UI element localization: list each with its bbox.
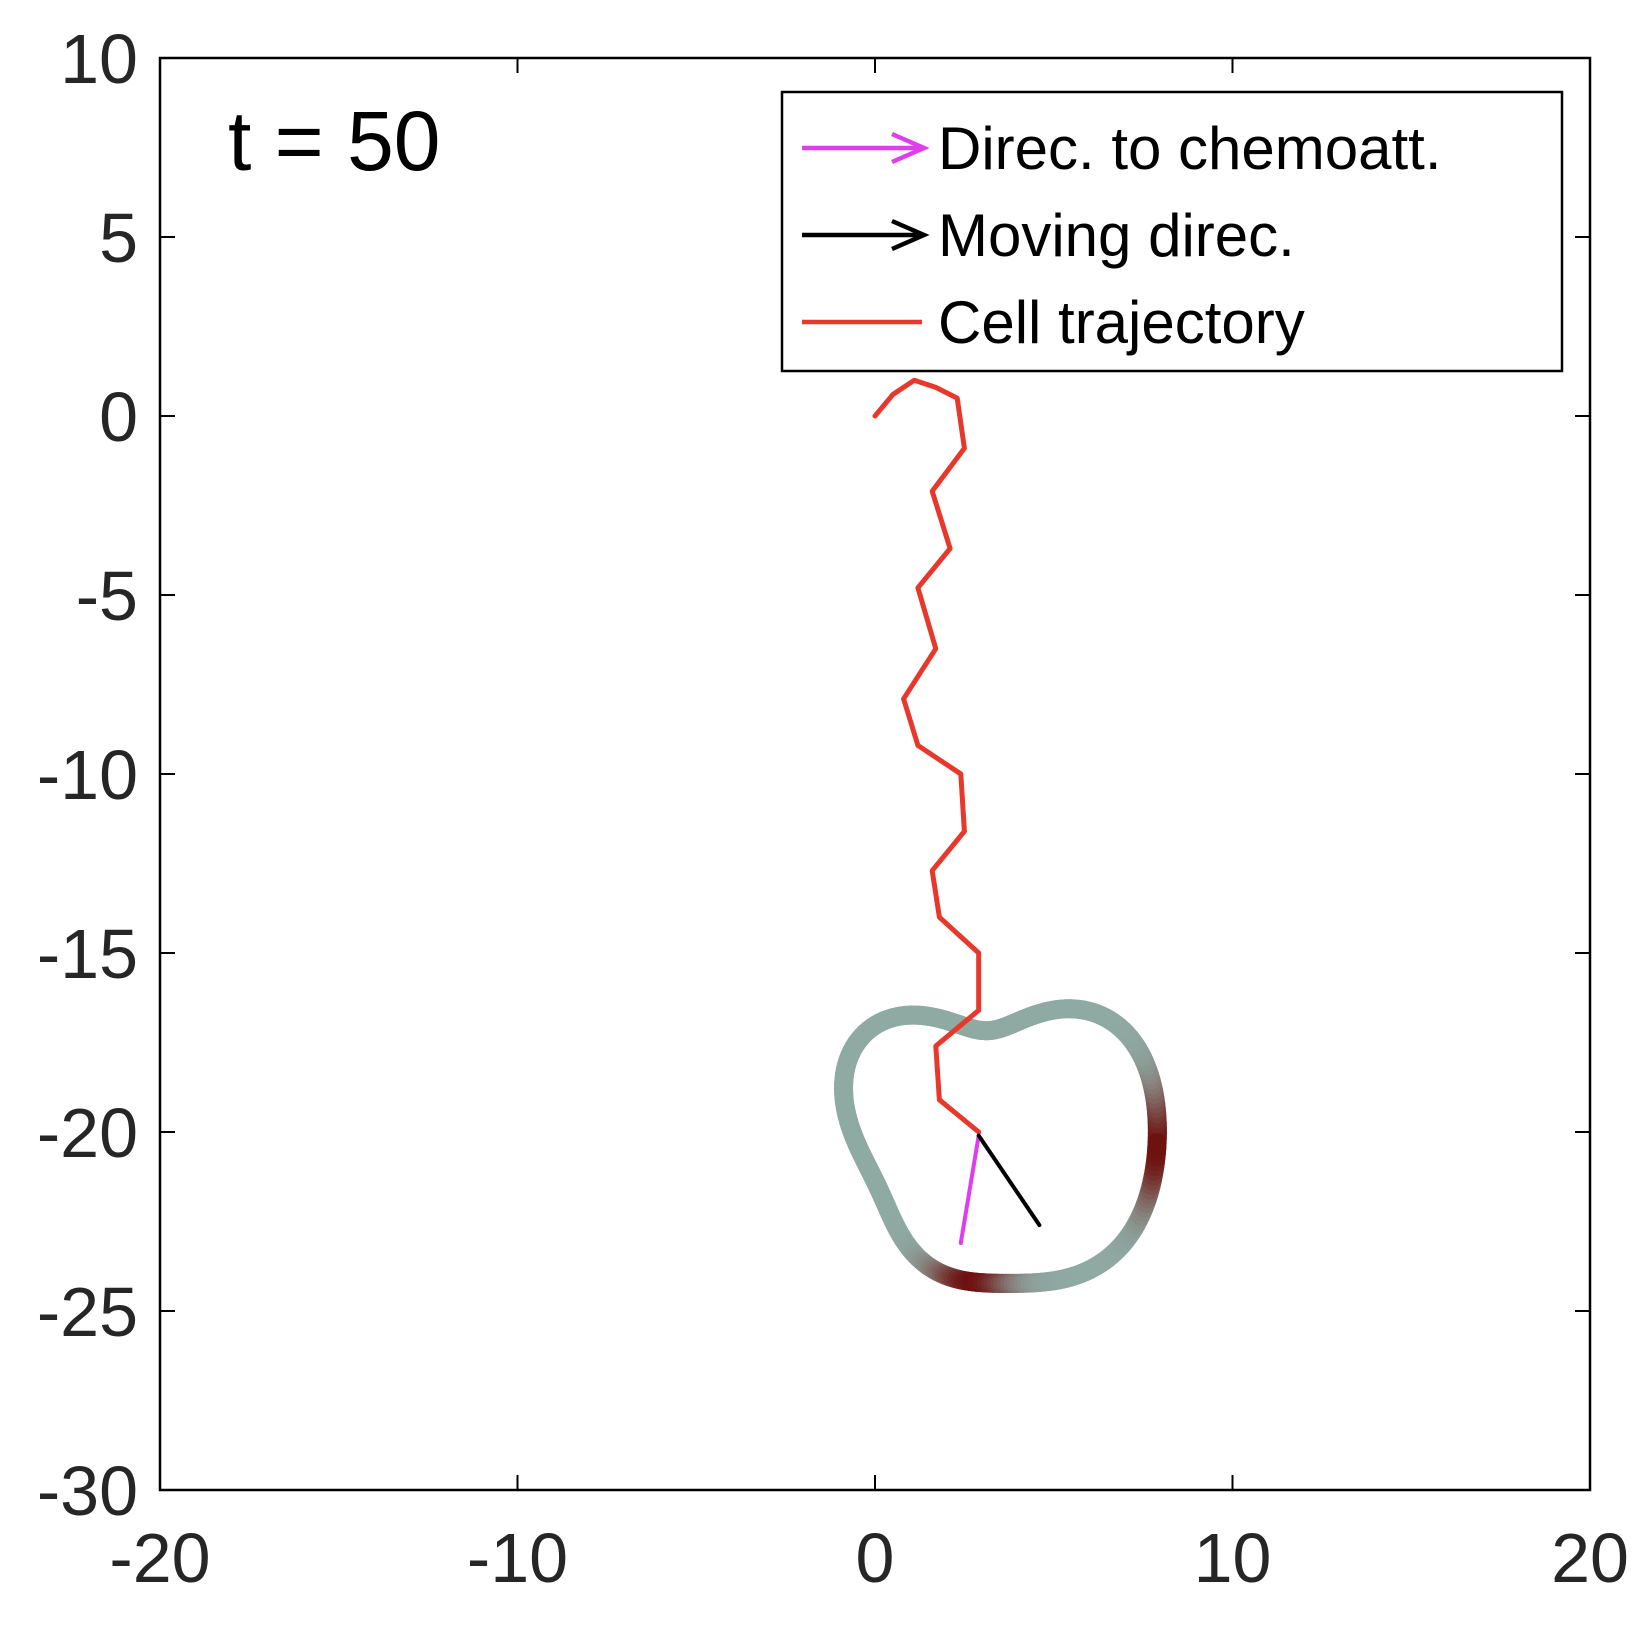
tick-marks [159, 57, 1591, 1491]
series-direc-to-chemoatt [958, 1133, 981, 1245]
y-tick-label: -10 [37, 736, 138, 814]
y-tick-label: -15 [37, 915, 138, 993]
x-tick-label: -20 [109, 1519, 210, 1597]
y-tick-label: -30 [37, 1452, 138, 1530]
y-tick-label: 10 [60, 20, 138, 98]
x-tick-label: -10 [467, 1519, 568, 1597]
tick-labels: -20 -10 0 10 20 10 5 0 -5 -10 -15 -20 -25 -30 [37, 20, 1629, 1597]
y-tick-label: 0 [99, 378, 138, 456]
y-tick-label: -5 [76, 557, 138, 635]
series-cell-trajectory [872, 377, 982, 1135]
cell-outline [834, 999, 1167, 1293]
x-tick-label: 0 [856, 1519, 895, 1597]
legend-entry: Moving direc. [802, 202, 1295, 269]
legend-entry: Cell trajectory [802, 289, 1305, 356]
series-moving-direc [976, 1133, 1042, 1228]
legend-label: Moving direc. [938, 202, 1295, 269]
legend: Direc. to chemoatt. Moving direc. Cell tra… [780, 90, 1564, 373]
time-annotation: t = 50 [228, 94, 441, 188]
legend-label: Cell trajectory [938, 289, 1305, 356]
series-lines [872, 377, 1042, 1245]
y-tick-label: 5 [99, 199, 138, 277]
y-tick-label: -25 [37, 1273, 138, 1351]
y-tick-label: -20 [37, 1094, 138, 1172]
legend-label: Direc. to chemoatt. [938, 115, 1442, 182]
x-tick-label: 10 [1194, 1519, 1272, 1597]
x-tick-label: 20 [1551, 1519, 1629, 1597]
legend-arrowhead [891, 218, 930, 252]
legend-arrowhead [891, 131, 930, 165]
legend-entry: Direc. to chemoatt. [802, 115, 1442, 182]
